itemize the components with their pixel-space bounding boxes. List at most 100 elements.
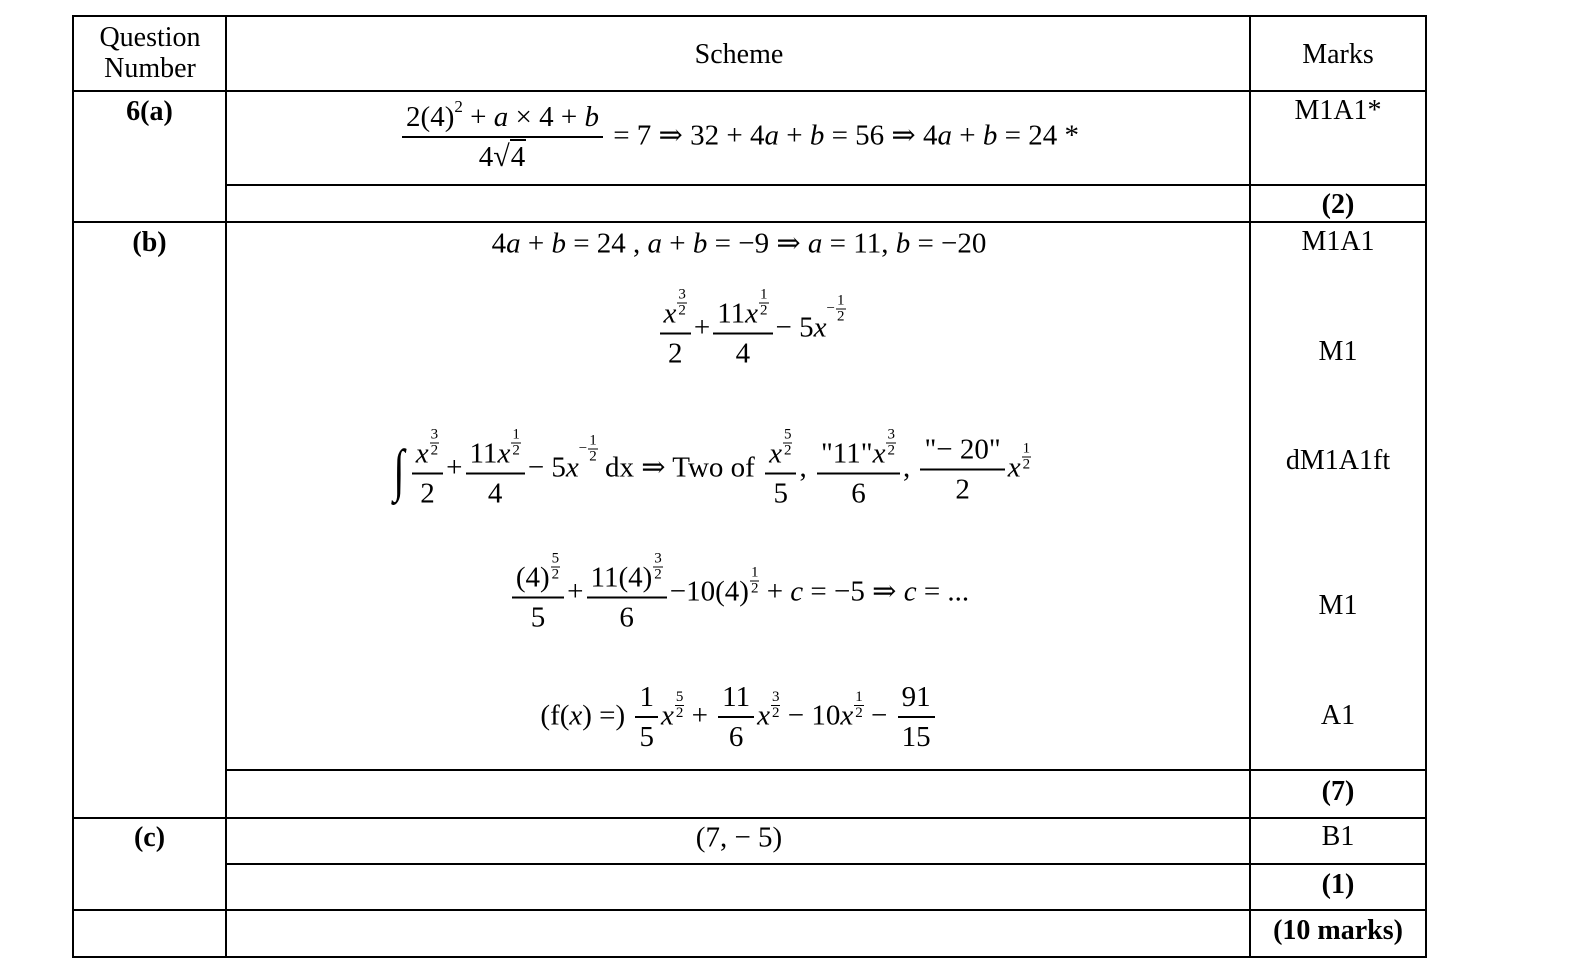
denominator: 15: [897, 716, 935, 756]
denominator: 4√4: [402, 136, 603, 176]
denominator: 6: [718, 716, 755, 756]
numerator: 91: [898, 680, 935, 716]
column-divider: [225, 15, 227, 958]
math-text: +: [759, 575, 791, 608]
scheme-line-c: (7, − 5): [228, 822, 1250, 855]
math-text: 4: [478, 141, 494, 173]
math-variable: x: [757, 699, 770, 732]
integral-sign: ∫: [393, 437, 405, 503]
math-text: 1: [639, 681, 654, 713]
math-text: 5: [530, 601, 546, 634]
math-text: (4): [515, 561, 550, 594]
exponent-denominator: 2: [588, 448, 598, 465]
exponent-numerator: 1: [1022, 440, 1031, 457]
table-border-bottom: [72, 956, 1427, 958]
exponent-denominator: 2: [674, 704, 685, 721]
math-variable: x: [813, 311, 827, 344]
row-divider: [226, 769, 1427, 771]
numerator: 2(4)2 + a × 4 + b: [402, 98, 603, 136]
numerator: 11x 1 2: [466, 427, 525, 473]
row-divider: [72, 817, 1427, 819]
scheme-line-b2: x 3 2 2 +11x 1 2 4− 5x −1 2: [240, 287, 1262, 373]
math-variable: a: [493, 101, 509, 133]
math-text: (7, − 5): [695, 821, 783, 854]
numerator: 11: [718, 680, 754, 716]
negative-fractional-exponent: −1 2: [826, 292, 846, 325]
exponent-denominator: 2: [836, 308, 846, 325]
math-text: − 10: [780, 699, 841, 732]
math-variable: c: [903, 575, 917, 608]
denominator: 6: [586, 596, 667, 637]
exponent-numerator: 3: [654, 550, 662, 567]
exponent-denominator: 2: [854, 704, 864, 721]
numerator: 11x 1 2: [713, 287, 772, 333]
math-text: = 24 *: [997, 119, 1079, 152]
math-text: 5: [639, 721, 654, 753]
fraction: "− 20" 2: [920, 432, 1005, 508]
math-variable: x: [565, 451, 579, 484]
math-text: = 24 ,: [565, 227, 648, 260]
header-scheme: Scheme: [694, 39, 784, 70]
mark: M1: [1318, 590, 1358, 621]
scheme-line-6a: 2(4)2 + a × 4 + b 4√4 = 7 ⇒ 32 + 4a + b =…: [228, 98, 1250, 176]
exponent-denominator: 2: [782, 442, 793, 459]
math-text: +: [693, 311, 711, 344]
table-border-top: [72, 15, 1427, 17]
math-text: +: [567, 575, 584, 608]
exponent-numerator: 1: [837, 292, 845, 309]
math-variable: b: [551, 227, 566, 260]
minus-sign: −: [826, 300, 835, 317]
math-text: +: [662, 227, 693, 260]
math-text: +: [520, 227, 552, 260]
exponent-numerator: 3: [430, 426, 439, 443]
math-variable: x: [660, 699, 674, 732]
question-label-b: (b): [132, 227, 167, 258]
math-variable: x: [769, 437, 782, 470]
math-variable: b: [584, 101, 599, 133]
exponent-denominator: 2: [770, 704, 781, 721]
numerator: 1: [635, 680, 658, 716]
exponent-numerator: 5: [783, 426, 792, 443]
math-variable: x: [569, 699, 583, 732]
mark: dM1A1ft: [1285, 445, 1391, 476]
fraction: 91 15: [897, 680, 935, 756]
math-text: 11: [722, 681, 751, 713]
math-text: "− 20": [924, 433, 1001, 465]
denominator: 6: [816, 472, 900, 513]
mark: M1A1: [1301, 226, 1375, 257]
math-variable: x: [840, 699, 854, 732]
math-variable: x: [497, 437, 511, 470]
math-text: 5: [773, 477, 789, 510]
math-text: = 56 ⇒ 4: [824, 119, 938, 152]
table-border-left: [72, 15, 74, 958]
math-variable: a: [764, 119, 779, 152]
header-marks: Marks: [1302, 39, 1374, 70]
math-text: = 7 ⇒ 32 + 4: [605, 119, 765, 152]
math-text: 2: [667, 337, 683, 370]
fraction: "11"x 3 2 6: [816, 427, 900, 513]
row-divider: [226, 863, 1427, 865]
math-text: = 11,: [822, 227, 896, 260]
math-text: 91: [901, 681, 931, 713]
math-text: − 5: [775, 311, 814, 344]
exponent-denominator: 2: [759, 302, 769, 319]
denominator: 2: [411, 472, 444, 513]
math-text: 4: [487, 477, 503, 510]
math-text: (f(: [540, 699, 570, 732]
math-text: 2: [955, 473, 970, 505]
math-variable: x: [415, 437, 429, 470]
denominator: 5: [635, 716, 658, 756]
